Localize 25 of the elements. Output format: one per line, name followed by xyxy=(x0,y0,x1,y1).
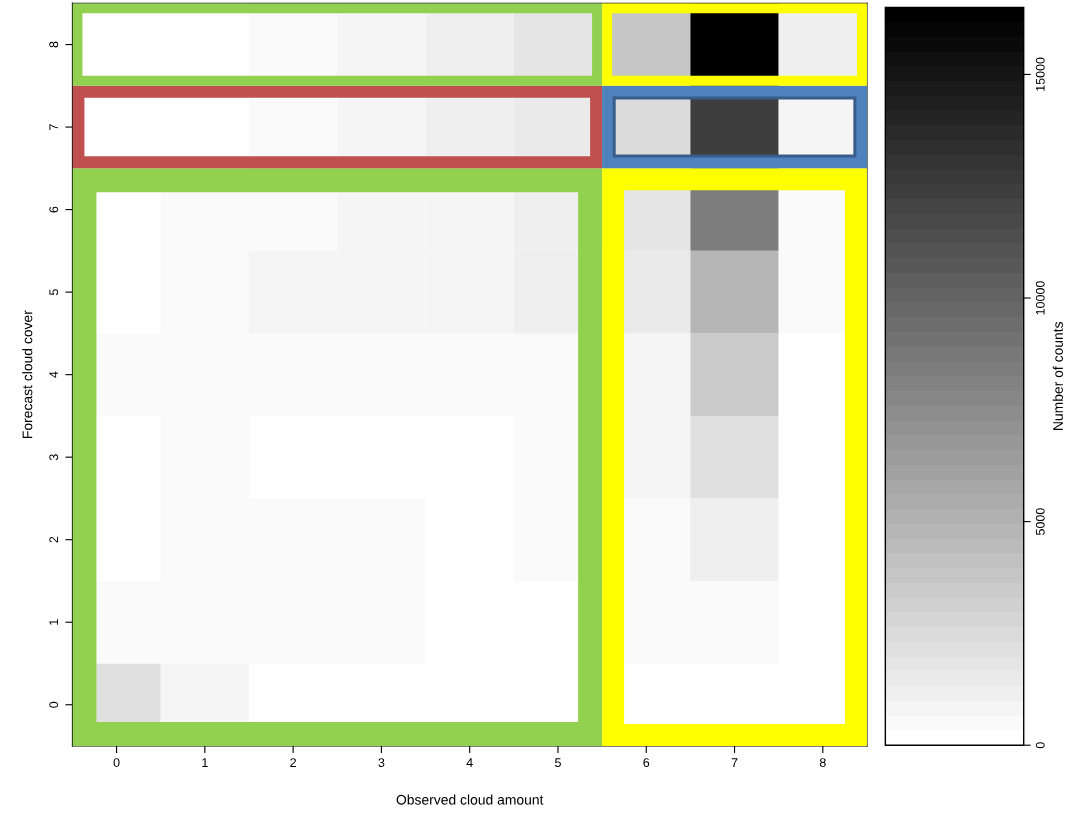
y-tick-label: 3 xyxy=(49,454,59,461)
x-tick-label: 2 xyxy=(290,758,296,767)
x-tick-label: 3 xyxy=(378,758,385,767)
x-tick-label: 0 xyxy=(113,758,120,767)
color-bar-label: 0 xyxy=(1035,742,1045,749)
y-tick-label: 5 xyxy=(49,289,59,296)
x-tick-label: 4 xyxy=(466,758,473,767)
x-tick-label: 1 xyxy=(202,758,208,767)
y-tick-label: 4 xyxy=(49,371,59,378)
color-bar-label: 10000 xyxy=(1035,281,1045,315)
color-bar-title: Number of counts xyxy=(1052,321,1063,430)
y-tick-label: 0 xyxy=(49,701,59,708)
color-bar-label: 15000 xyxy=(1035,57,1045,91)
y-tick-label: 1 xyxy=(49,619,59,625)
y-tick-label: 8 xyxy=(49,41,59,48)
color-bar-label: 5000 xyxy=(1035,508,1045,536)
y-tick-label: 2 xyxy=(49,536,59,543)
x-tick-label: 8 xyxy=(819,758,826,767)
y-tick-label: 7 xyxy=(49,124,59,130)
y-tick-label: 6 xyxy=(49,206,59,213)
x-tick-label: 6 xyxy=(643,758,650,767)
x-axis-title: Observed cloud amount xyxy=(396,794,544,805)
x-tick-label: 7 xyxy=(731,758,738,767)
y-axis-title: Forecast cloud cover xyxy=(22,310,33,438)
x-tick-label: 5 xyxy=(555,758,561,767)
